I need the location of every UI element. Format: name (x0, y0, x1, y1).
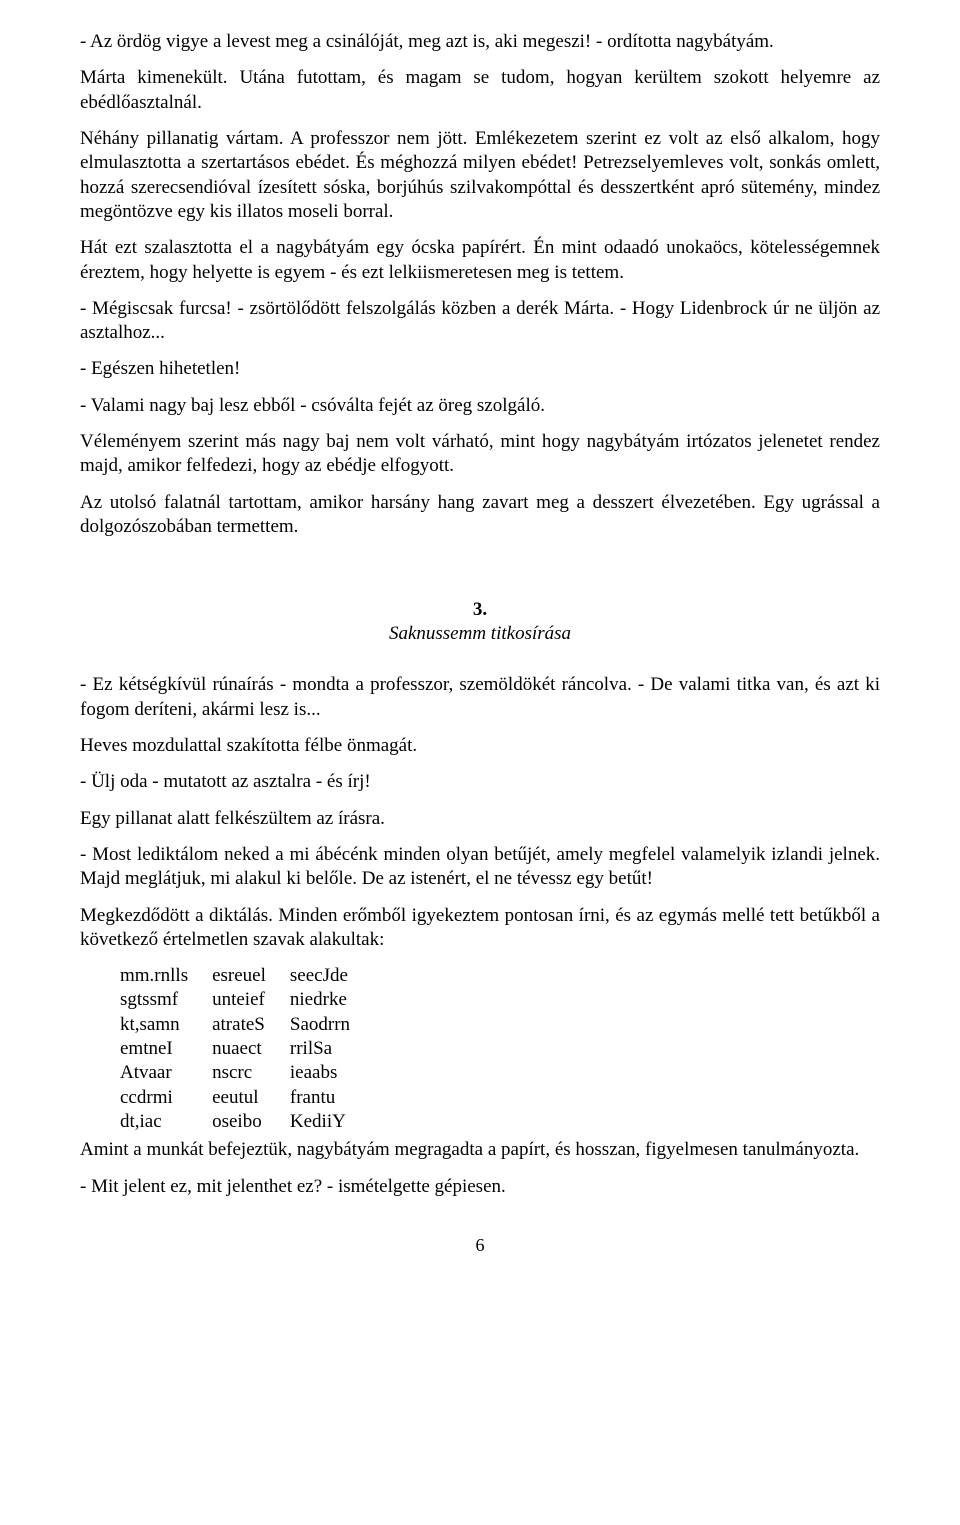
cipher-cell: frantu (290, 1086, 374, 1110)
cipher-cell: seecJde (290, 964, 374, 988)
paragraph: Heves mozdulattal szakította félbe önmag… (80, 734, 880, 758)
paragraph: - Most lediktálom neked a mi ábécénk min… (80, 843, 880, 892)
table-row: mm.rnlls esreuel seecJde (120, 964, 374, 988)
paragraph: - Ülj oda - mutatott az asztalra - és ír… (80, 770, 880, 794)
paragraph: - Mit jelent ez, mit jelenthet ez? - ism… (80, 1175, 880, 1199)
cipher-cell: KediiY (290, 1110, 374, 1134)
cipher-cell: Atvaar (120, 1061, 212, 1085)
cipher-cell: nscrc (212, 1061, 290, 1085)
paragraph: - Ez kétségkívül rúnaírás - mondta a pro… (80, 673, 880, 722)
cipher-cell: esreuel (212, 964, 290, 988)
cipher-cell: oseibo (212, 1110, 290, 1134)
cipher-cell: sgtssmf (120, 988, 212, 1012)
cipher-cell: nuaect (212, 1037, 290, 1061)
paragraph: - Egészen hihetetlen! (80, 357, 880, 381)
paragraph: Néhány pillanatig vártam. A professzor n… (80, 127, 880, 224)
chapter-title: Saknussemm titkosírása (80, 623, 880, 645)
cipher-cell: niedrke (290, 988, 374, 1012)
table-row: Atvaar nscrc ieaabs (120, 1061, 374, 1085)
table-row: sgtssmf unteief niedrke (120, 988, 374, 1012)
cipher-cell: rrilSa (290, 1037, 374, 1061)
table-row: emtneI nuaect rrilSa (120, 1037, 374, 1061)
cipher-cell: eeutul (212, 1086, 290, 1110)
cipher-cell: mm.rnlls (120, 964, 212, 988)
paragraph: Egy pillanat alatt felkészültem az írásr… (80, 807, 880, 831)
cipher-cell: atrateS (212, 1013, 290, 1037)
cipher-cell: kt,samn (120, 1013, 212, 1037)
paragraph: - Valami nagy baj lesz ebből - csóválta … (80, 394, 880, 418)
table-row: kt,samn atrateS Saodrrn (120, 1013, 374, 1037)
page-number: 6 (80, 1235, 880, 1256)
cipher-cell: ieaabs (290, 1061, 374, 1085)
cipher-cell: unteief (212, 988, 290, 1012)
cipher-cell: emtneI (120, 1037, 212, 1061)
cipher-cell: ccdrmi (120, 1086, 212, 1110)
paragraph: Amint a munkát befejeztük, nagybátyám me… (80, 1138, 880, 1162)
paragraph: - Mégiscsak furcsa! - zsörtölődött felsz… (80, 297, 880, 346)
table-row: dt,iac oseibo KediiY (120, 1110, 374, 1134)
chapter-number: 3. (80, 599, 880, 621)
cipher-cell: Saodrrn (290, 1013, 374, 1037)
cipher-cell: dt,iac (120, 1110, 212, 1134)
document-page: - Az ördög vigye a levest meg a csinálój… (0, 0, 960, 1276)
table-row: ccdrmi eeutul frantu (120, 1086, 374, 1110)
paragraph: - Az ördög vigye a levest meg a csinálój… (80, 30, 880, 54)
paragraph: Az utolsó falatnál tartottam, amikor har… (80, 491, 880, 540)
paragraph: Megkezdődött a diktálás. Minden erőmből … (80, 904, 880, 953)
paragraph: Véleményem szerint más nagy baj nem volt… (80, 430, 880, 479)
paragraph: Márta kimenekült. Utána futottam, és mag… (80, 66, 880, 115)
paragraph: Hát ezt szalasztotta el a nagybátyám egy… (80, 236, 880, 285)
cipher-table: mm.rnlls esreuel seecJde sgtssmf unteief… (120, 964, 374, 1134)
